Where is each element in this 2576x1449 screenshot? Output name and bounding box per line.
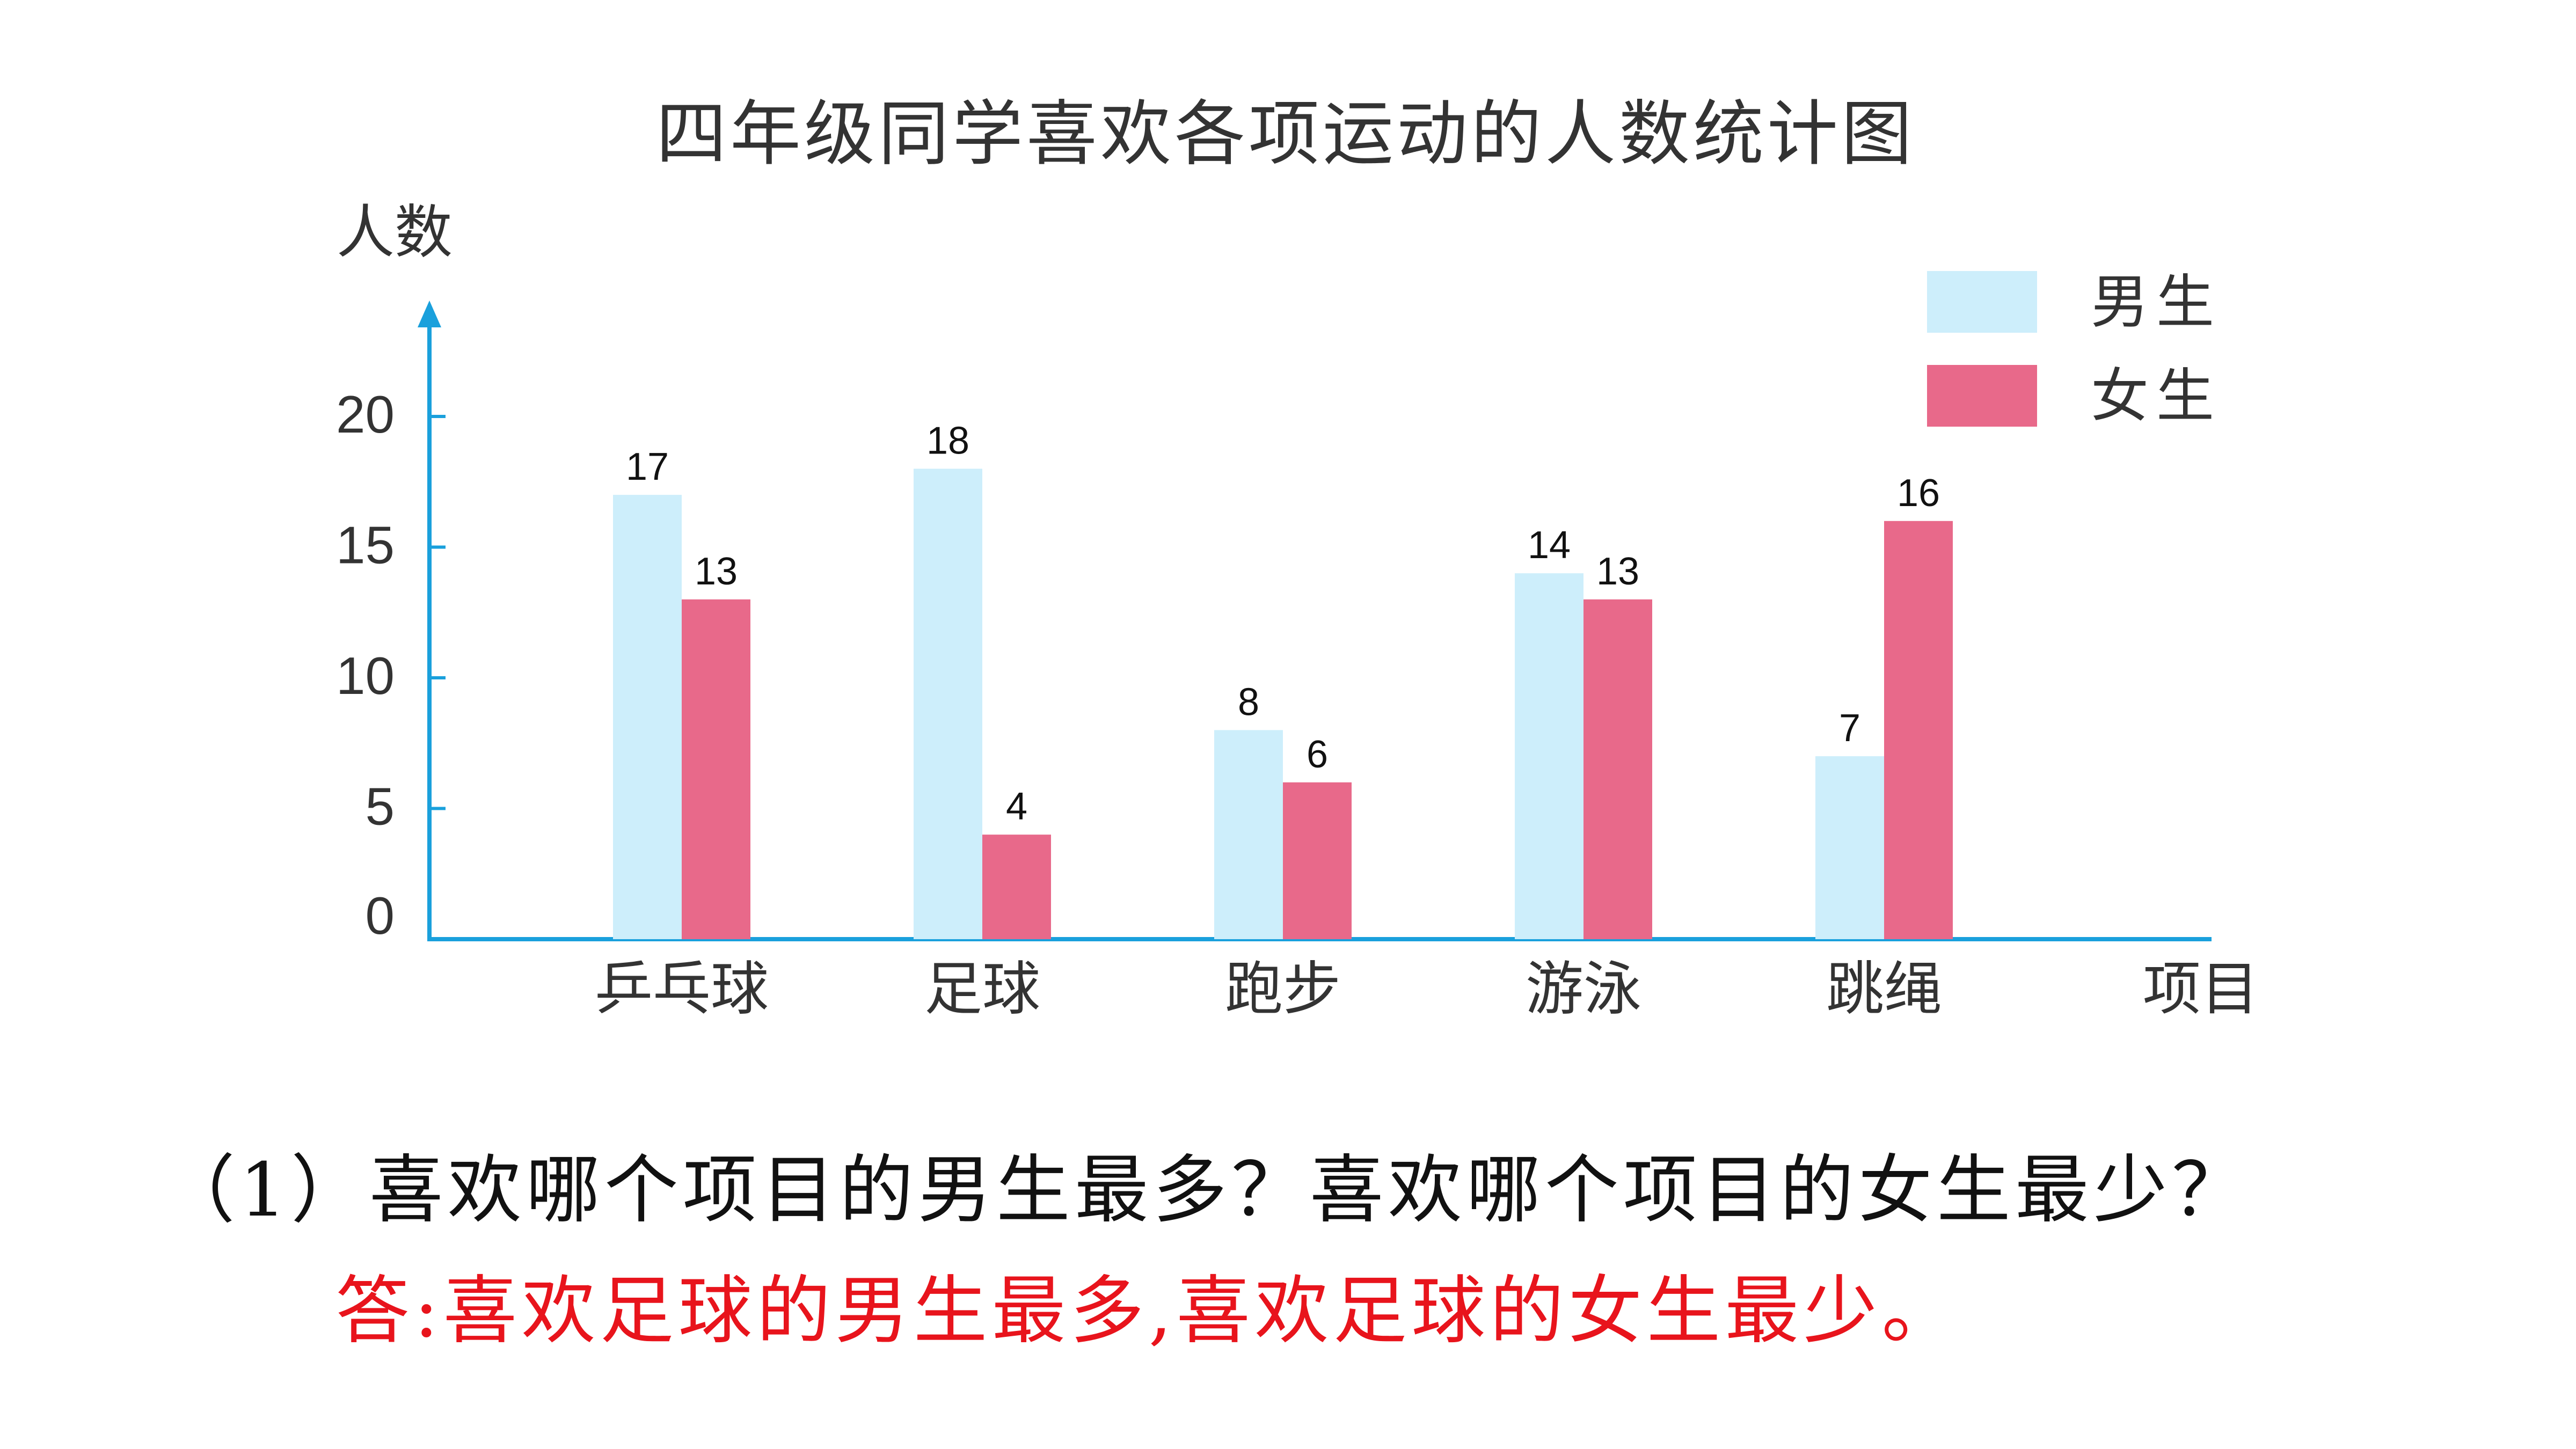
y-axis-label: 人数 — [337, 199, 453, 266]
bar-girls — [1583, 599, 1652, 939]
x-tick-label: 跳绳 — [1826, 956, 1942, 1023]
bar-girls — [982, 835, 1051, 939]
y-tick-label: 15 — [336, 516, 395, 575]
bar-girls — [1283, 782, 1352, 939]
x-axis-tick-labels: 乒乓球 足球 跑步 游泳 跳绳 — [595, 956, 1942, 1023]
bar-girls — [1884, 521, 1953, 939]
x-tick-label: 游泳 — [1526, 956, 1641, 1023]
bar-value-label: 8 — [1238, 680, 1259, 723]
y-tick-label: 5 — [365, 777, 395, 836]
y-axis-ticks: 0 5 10 15 20 — [336, 385, 446, 945]
y-axis-arrow — [418, 301, 441, 327]
bar-value-label: 7 — [1839, 707, 1860, 750]
legend-swatch-boys — [1927, 271, 2037, 333]
legend-label-girls: 女生 — [2091, 363, 2222, 430]
x-tick-label: 跑步 — [1225, 956, 1341, 1023]
bar-girls — [682, 599, 750, 939]
question-text: （1）喜欢哪个项目的男生最多？喜欢哪个项目的女生最少？ — [161, 1147, 2250, 1233]
bar-value-label: 16 — [1897, 472, 1940, 515]
x-axis-label: 项目 — [2143, 956, 2259, 1023]
bar-value-label: 18 — [926, 419, 969, 462]
bar-value-label: 17 — [626, 445, 669, 488]
chart-title: 四年级同学喜欢各项运动的人数统计图 — [656, 93, 1915, 175]
y-tick-label: 0 — [365, 886, 395, 945]
legend-label-boys: 男生 — [2091, 269, 2222, 336]
bar-value-label: 14 — [1528, 524, 1571, 567]
bar-value-label: 4 — [1006, 785, 1027, 828]
bar-boys — [613, 495, 682, 939]
bar-value-label: 6 — [1307, 733, 1328, 776]
answer-text: 答:喜欢足球的男生最多,喜欢足球的女生最少。 — [335, 1268, 1960, 1354]
bar-value-label: 13 — [695, 550, 738, 593]
bar-boys — [1214, 730, 1283, 939]
x-tick-label: 乒乓球 — [595, 956, 769, 1023]
bar-value-labels: 17 13 18 4 8 6 14 13 7 16 — [626, 419, 1940, 828]
bar-boys — [1815, 756, 1884, 939]
bar-boys — [1515, 573, 1583, 939]
y-tick-label: 20 — [336, 385, 395, 444]
bar-boys — [914, 469, 982, 939]
y-tick-label: 10 — [336, 646, 395, 705]
bars — [613, 469, 1953, 939]
bar-value-label: 13 — [1596, 550, 1639, 593]
legend-swatch-girls — [1927, 365, 2037, 427]
x-tick-label: 足球 — [924, 956, 1040, 1023]
